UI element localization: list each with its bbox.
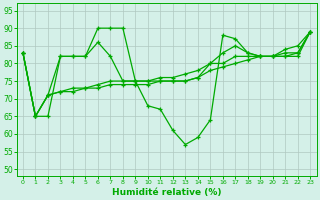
X-axis label: Humidité relative (%): Humidité relative (%): [112, 188, 221, 197]
